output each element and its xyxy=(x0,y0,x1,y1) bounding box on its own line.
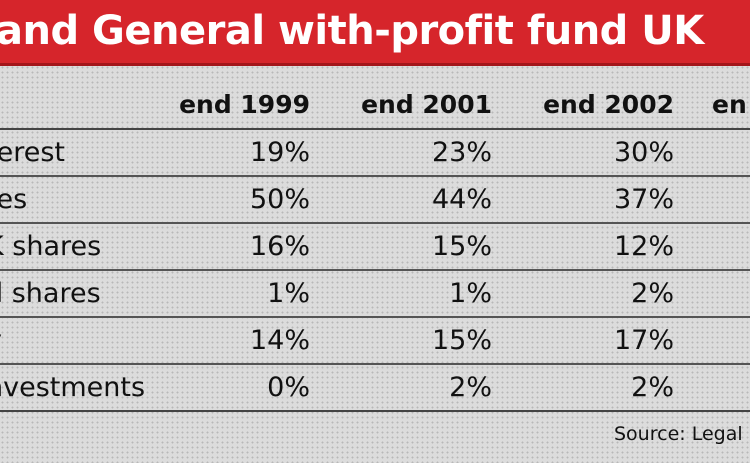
table-row: y 14% 15% 17% xyxy=(0,318,750,365)
table-cell: 1% xyxy=(267,278,310,309)
table-cell: 14% xyxy=(249,325,310,356)
table-cell xyxy=(712,271,750,316)
table-cell: 37% xyxy=(613,184,674,215)
table-row: terest 19% 23% 30% xyxy=(0,130,750,177)
column-header-end-1999: end 1999 xyxy=(179,89,310,119)
table-row: d shares 1% 1% 2% xyxy=(0,271,750,318)
table-cell: 2% xyxy=(449,372,492,403)
row-label: res xyxy=(0,184,28,215)
table-cell: 2% xyxy=(631,372,674,403)
column-header-end-2002: end 2002 xyxy=(543,89,674,119)
column-header-end-2001: end 2001 xyxy=(361,89,492,119)
table-cell: 12% xyxy=(613,231,674,262)
header-row: end 1999 end 2001 end 2002 en xyxy=(0,80,750,130)
data-table: end 1999 end 2001 end 2002 en terest 19%… xyxy=(0,80,750,412)
row-label: y xyxy=(0,318,2,363)
table-cell xyxy=(712,130,750,175)
row-label: nvestments xyxy=(0,372,146,403)
table-cell: 30% xyxy=(613,137,674,168)
source-note: Source: Legal xyxy=(614,423,743,445)
column-header-partial: en xyxy=(712,89,747,119)
table-cell xyxy=(712,224,750,269)
table-cell: 16% xyxy=(249,231,310,262)
table-cell: 0% xyxy=(267,372,310,403)
table-row: K shares 16% 15% 12% xyxy=(0,224,750,271)
table-cell xyxy=(712,365,750,410)
row-label: d shares xyxy=(0,278,101,309)
table-cell xyxy=(712,318,750,363)
table-cell: 1% xyxy=(449,278,492,309)
table-row: nvestments 0% 2% 2% xyxy=(0,365,750,412)
table-cell: 19% xyxy=(249,137,310,168)
chart-title: and General with-profit fund UK xyxy=(0,8,704,54)
row-label: terest xyxy=(0,137,65,168)
table-cell: 17% xyxy=(613,325,674,356)
table-cell: 15% xyxy=(431,325,492,356)
table-cell: 23% xyxy=(431,137,492,168)
table-row: res 50% 44% 37% xyxy=(0,177,750,224)
table-cell xyxy=(712,177,750,222)
table-cell: 50% xyxy=(249,184,310,215)
table-cell: 15% xyxy=(431,231,492,262)
row-label: K shares xyxy=(0,231,102,262)
title-bar: and General with-profit fund UK xyxy=(0,0,750,66)
table-cell: 44% xyxy=(431,184,492,215)
table-cell: 2% xyxy=(631,278,674,309)
